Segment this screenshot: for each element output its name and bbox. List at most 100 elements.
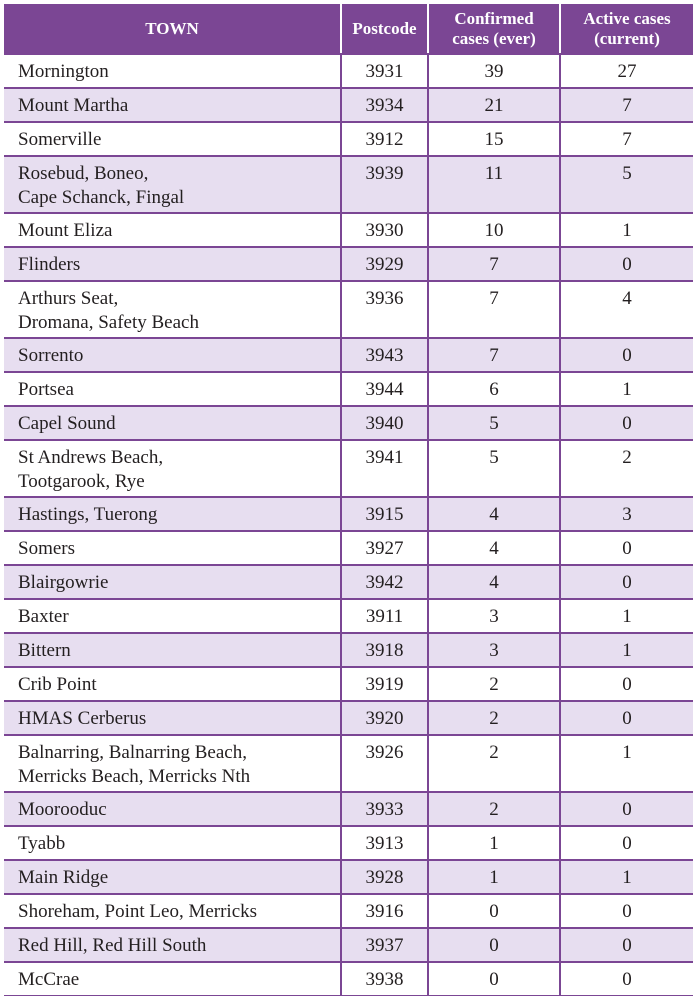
cell-active: 1 bbox=[559, 212, 693, 246]
cell-active: 0 bbox=[559, 530, 693, 564]
cell-postcode: 3942 bbox=[340, 564, 427, 598]
cell-town-text: Somers bbox=[18, 538, 75, 559]
cell-confirmed: 2 bbox=[427, 666, 559, 700]
table-row: Somerville 3912 15 7 bbox=[4, 121, 693, 155]
table-row: Mount Martha 3934 21 7 bbox=[4, 87, 693, 121]
cell-town: Red Hill, Red Hill South bbox=[4, 927, 340, 961]
cell-postcode-text: 3933 bbox=[365, 799, 404, 820]
cell-confirmed: 1 bbox=[427, 825, 559, 859]
header-row: TOWN Postcode Confirmed cases (ever) Act… bbox=[4, 4, 693, 53]
cell-postcode: 3926 bbox=[340, 734, 427, 791]
cell-active-text: 1 bbox=[622, 606, 632, 627]
table-row: Moorooduc 3933 2 0 bbox=[4, 791, 693, 825]
cell-active-text: 1 bbox=[622, 867, 632, 888]
cell-postcode-text: 3929 bbox=[365, 254, 404, 275]
cell-postcode-text: 3939 bbox=[365, 163, 404, 184]
cell-town: Mount Martha bbox=[4, 87, 340, 121]
cell-confirmed: 6 bbox=[427, 371, 559, 405]
cell-confirmed: 5 bbox=[427, 405, 559, 439]
cell-confirmed-text: 0 bbox=[489, 969, 499, 990]
cell-active: 1 bbox=[559, 859, 693, 893]
cell-town-text: Arthurs Seat, Dromana, Safety Beach bbox=[18, 288, 199, 333]
table-row: Mornington 3931 39 27 bbox=[4, 53, 693, 87]
cell-confirmed: 3 bbox=[427, 598, 559, 632]
header-confirmed-cases: Confirmed cases (ever) bbox=[427, 4, 559, 53]
table-row: Main Ridge 3928 1 1 bbox=[4, 859, 693, 893]
cell-active-text: 7 bbox=[622, 95, 632, 116]
cell-town: Crib Point bbox=[4, 666, 340, 700]
cell-town: HMAS Cerberus bbox=[4, 700, 340, 734]
cell-postcode: 3941 bbox=[340, 439, 427, 496]
cell-active: 4 bbox=[559, 280, 693, 337]
cell-confirmed: 10 bbox=[427, 212, 559, 246]
cell-active: 1 bbox=[559, 734, 693, 791]
cell-town: Baxter bbox=[4, 598, 340, 632]
cell-town-text: Sorrento bbox=[18, 345, 84, 366]
cell-postcode-text: 3943 bbox=[365, 345, 404, 366]
table-row: Mount Eliza 3930 10 1 bbox=[4, 212, 693, 246]
cell-active: 0 bbox=[559, 337, 693, 371]
cell-town-text: Shoreham, Point Leo, Merricks bbox=[18, 901, 258, 922]
cell-active: 3 bbox=[559, 496, 693, 530]
cell-active-text: 0 bbox=[622, 901, 632, 922]
table-row: Blairgowrie 3942 4 0 bbox=[4, 564, 693, 598]
cell-confirmed: 0 bbox=[427, 961, 559, 995]
cell-postcode: 3912 bbox=[340, 121, 427, 155]
cell-postcode-text: 3930 bbox=[365, 220, 404, 241]
cell-confirmed: 5 bbox=[427, 439, 559, 496]
cell-town-text: Moorooduc bbox=[18, 799, 107, 820]
cell-postcode: 3916 bbox=[340, 893, 427, 927]
cell-confirmed-text: 39 bbox=[484, 61, 504, 82]
cell-town-text: Capel Sound bbox=[18, 413, 116, 434]
cell-confirmed: 11 bbox=[427, 155, 559, 212]
cell-town: Capel Sound bbox=[4, 405, 340, 439]
table-row: Balnarring, Balnarring Beach, Merricks B… bbox=[4, 734, 693, 791]
cell-postcode-text: 3916 bbox=[365, 901, 404, 922]
cell-town: Mornington bbox=[4, 53, 340, 87]
cell-active: 0 bbox=[559, 791, 693, 825]
cell-town: Somers bbox=[4, 530, 340, 564]
cell-confirmed: 4 bbox=[427, 496, 559, 530]
cell-town-text: Balnarring, Balnarring Beach, Merricks B… bbox=[18, 742, 251, 787]
cell-town: Tyabb bbox=[4, 825, 340, 859]
table-body: Mornington 3931 39 27 Mount Martha 3934 21 7 Som… bbox=[4, 53, 693, 995]
cell-active-text: 0 bbox=[622, 799, 632, 820]
cell-town: St Andrews Beach, Tootgarook, Rye bbox=[4, 439, 340, 496]
cell-town: Rosebud, Boneo, Cape Schanck, Fingal bbox=[4, 155, 340, 212]
cell-confirmed-text: 4 bbox=[489, 572, 499, 593]
cell-town: Arthurs Seat, Dromana, Safety Beach bbox=[4, 280, 340, 337]
cell-postcode-text: 3918 bbox=[365, 640, 404, 661]
table-row: Baxter 3911 3 1 bbox=[4, 598, 693, 632]
cell-postcode-text: 3937 bbox=[365, 935, 404, 956]
cell-confirmed: 7 bbox=[427, 337, 559, 371]
cell-town-text: Red Hill, Red Hill South bbox=[18, 935, 207, 956]
cell-town: Moorooduc bbox=[4, 791, 340, 825]
table-row: Red Hill, Red Hill South 3937 0 0 bbox=[4, 927, 693, 961]
cell-town: Balnarring, Balnarring Beach, Merricks B… bbox=[4, 734, 340, 791]
cell-postcode-text: 3936 bbox=[365, 288, 404, 309]
header-postcode: Postcode bbox=[340, 4, 427, 53]
cell-confirmed-text: 3 bbox=[489, 640, 499, 661]
table-row: Bittern 3918 3 1 bbox=[4, 632, 693, 666]
cell-active-text: 0 bbox=[622, 833, 632, 854]
cell-confirmed-text: 10 bbox=[484, 220, 504, 241]
cell-confirmed-text: 4 bbox=[489, 504, 499, 525]
cell-confirmed: 0 bbox=[427, 893, 559, 927]
cell-confirmed-text: 3 bbox=[489, 606, 499, 627]
cell-town-text: Baxter bbox=[18, 606, 69, 627]
cell-postcode-text: 3920 bbox=[365, 708, 404, 729]
cell-active: 1 bbox=[559, 632, 693, 666]
table-row: McCrae 3938 0 0 bbox=[4, 961, 693, 995]
cell-postcode-text: 3944 bbox=[365, 379, 404, 400]
cell-postcode: 3944 bbox=[340, 371, 427, 405]
cell-postcode-text: 3927 bbox=[365, 538, 404, 559]
cell-town: Somerville bbox=[4, 121, 340, 155]
cell-postcode: 3929 bbox=[340, 246, 427, 280]
cell-active-text: 1 bbox=[622, 742, 632, 763]
cell-postcode: 3931 bbox=[340, 53, 427, 87]
table-row: Flinders 3929 7 0 bbox=[4, 246, 693, 280]
cell-postcode: 3939 bbox=[340, 155, 427, 212]
cell-postcode: 3936 bbox=[340, 280, 427, 337]
cell-town: Bittern bbox=[4, 632, 340, 666]
cell-active-text: 1 bbox=[622, 640, 632, 661]
